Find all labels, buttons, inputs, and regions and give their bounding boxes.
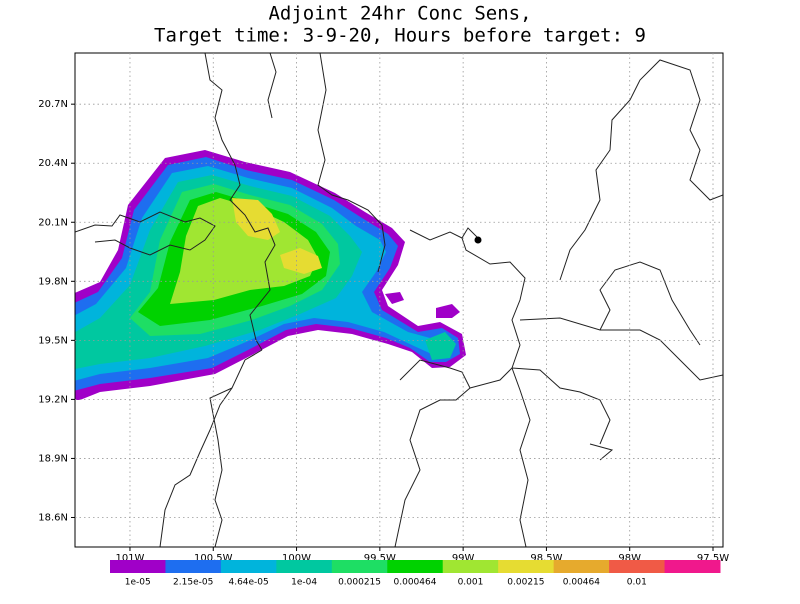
- colorbar-swatch: [664, 560, 721, 573]
- colorbar-swatch: [110, 560, 166, 573]
- x-tick-label: 101W: [115, 553, 144, 564]
- colorbar-swatch: [331, 560, 388, 573]
- colorbar-swatch: [165, 560, 222, 573]
- colorbar-label: 1e-04: [291, 578, 317, 588]
- colorbar-label: 1e-05: [125, 578, 151, 588]
- colorbar-label: 4.64e-05: [228, 578, 268, 588]
- colorbar-swatch: [553, 560, 610, 573]
- colorbar-label: 0.00464: [563, 578, 600, 588]
- y-tick-label: 19.5N: [38, 335, 68, 346]
- y-tick-label: 20.1N: [38, 217, 68, 228]
- colorbar-label: 2.15e-05: [173, 578, 213, 588]
- x-tick-label: 100.5W: [194, 553, 233, 564]
- map-frame: [74, 52, 724, 548]
- map-area: [75, 53, 723, 547]
- x-tick-label: 100W: [282, 553, 311, 564]
- concentration-plume: [75, 150, 466, 400]
- colorbar-label: 0.01: [627, 578, 647, 588]
- colorbar-swatch: [220, 560, 277, 573]
- colorbar-swatch: [387, 560, 444, 573]
- x-tick-label: 99.5W: [364, 553, 396, 564]
- colorbar-swatch: [276, 560, 333, 573]
- target-marker: [474, 236, 482, 244]
- colorbar-swatch: [609, 560, 666, 573]
- y-tick-label: 18.9N: [38, 453, 68, 464]
- state-borders: [75, 53, 723, 547]
- y-tick-label: 19.2N: [38, 394, 68, 405]
- colorbar-swatch: [498, 560, 555, 573]
- y-tick-label: 20.4N: [38, 158, 68, 169]
- colorbar-label: 0.000215: [338, 578, 381, 588]
- title-line: Adjoint 24hr Conc Sens,: [268, 3, 531, 25]
- y-tick-label: 19.8N: [38, 276, 68, 287]
- colorbar-label: 0.000464: [394, 578, 437, 588]
- x-tick-label: 97.5W: [697, 553, 729, 564]
- y-tick-label: 20.7N: [38, 99, 68, 110]
- x-tick-label: 98.5W: [530, 553, 562, 564]
- colorbar-swatch: [442, 560, 499, 573]
- y-tick-label: 18.6N: [38, 512, 68, 523]
- colorbar-label: 0.001: [458, 578, 484, 588]
- colorbar-label: 0.00215: [507, 578, 544, 588]
- title-line: Target time: 3-9-20, Hours before target…: [154, 25, 646, 47]
- x-tick-label: 99W: [452, 553, 475, 564]
- x-tick-label: 98W: [618, 553, 641, 564]
